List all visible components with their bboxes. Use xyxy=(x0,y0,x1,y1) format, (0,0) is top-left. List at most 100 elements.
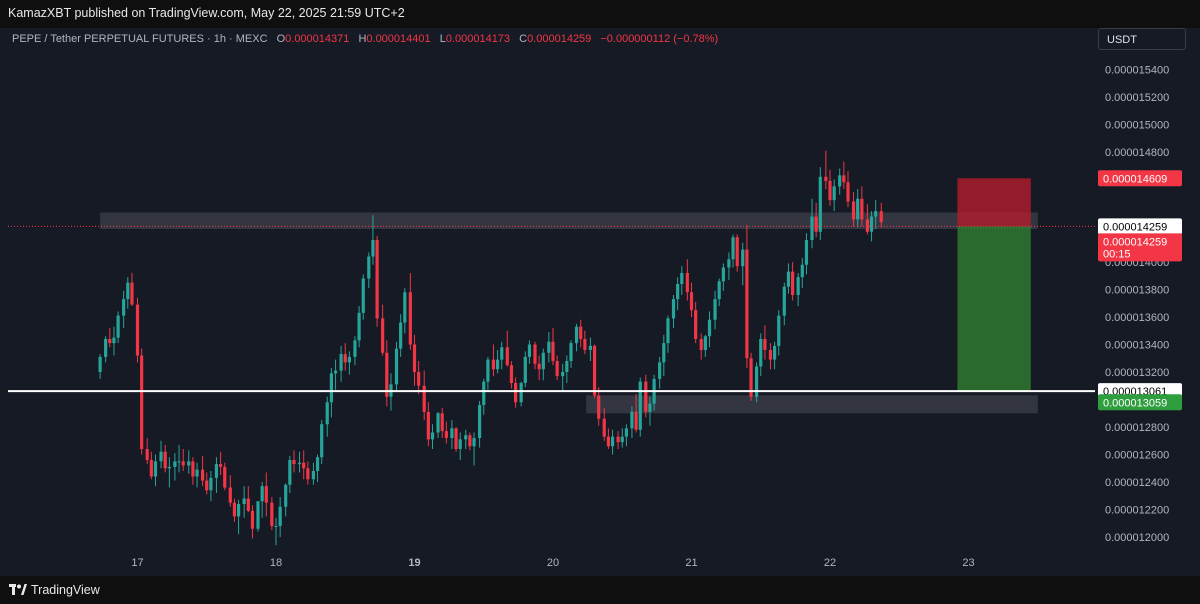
candle-body xyxy=(260,486,264,502)
candle-body xyxy=(860,198,864,220)
candle-body xyxy=(454,428,458,449)
candle-body xyxy=(537,363,541,370)
price-tag-box xyxy=(1098,233,1182,262)
candle-body xyxy=(768,350,773,360)
y-tick-label: 0.000015000 xyxy=(1105,120,1169,132)
candle-body xyxy=(500,347,504,360)
y-tick-label: 0.000012600 xyxy=(1105,450,1169,462)
stop-loss-zone xyxy=(957,178,1031,227)
price-change: −0.000000112 (−0.78%) xyxy=(600,33,719,45)
price-tag-text: 0.000013059 xyxy=(1103,397,1167,409)
candle-body xyxy=(228,487,232,503)
candle-body xyxy=(759,339,763,367)
candle-body xyxy=(167,466,171,469)
x-tick-label: 21 xyxy=(685,557,697,569)
candle-body xyxy=(315,457,320,471)
candle-body xyxy=(181,461,185,466)
candle-body xyxy=(583,339,587,350)
candle-body xyxy=(610,436,615,447)
candle-body xyxy=(648,403,652,412)
candle-body xyxy=(329,373,333,403)
candle-body xyxy=(135,304,140,356)
candle-body xyxy=(264,486,268,503)
candle-body xyxy=(422,385,426,412)
candle-body xyxy=(278,506,282,526)
support-zone xyxy=(586,395,1038,414)
candle-body xyxy=(491,359,496,370)
publish-header: KamazXBT published on TradingView.com, M… xyxy=(0,0,1200,28)
candle-body xyxy=(523,356,527,383)
candle-body xyxy=(311,471,315,480)
candle-body xyxy=(707,319,712,337)
candle-body xyxy=(417,372,421,386)
plot-area[interactable] xyxy=(8,150,1095,546)
candle-body xyxy=(195,469,199,477)
y-tick-label: 0.000013600 xyxy=(1105,312,1169,324)
candle-body xyxy=(173,461,177,467)
candle-body xyxy=(569,343,573,361)
y-tick-label: 0.000012000 xyxy=(1105,532,1169,544)
low-label: L xyxy=(439,33,446,45)
price-tag-box xyxy=(1098,170,1182,187)
candle-body xyxy=(814,216,818,232)
candle-body xyxy=(436,413,440,433)
high-label: H xyxy=(358,33,367,45)
candle-body xyxy=(824,176,828,181)
symbol-name: PEPE / Tether PERPETUAL FUTURES · 1h · M… xyxy=(12,33,268,45)
candle-body xyxy=(353,340,357,357)
candle-body xyxy=(689,292,694,311)
candle-body xyxy=(347,356,352,363)
candle-body xyxy=(288,460,292,485)
candle-body xyxy=(694,310,698,339)
candle-body xyxy=(375,240,379,319)
candle-body xyxy=(777,315,781,346)
candle-body xyxy=(662,343,666,363)
candle-body xyxy=(464,435,468,440)
candle-body xyxy=(371,240,375,257)
currency-selector-button[interactable]: USDT xyxy=(1098,28,1186,50)
candle-body xyxy=(658,362,662,379)
candle-body xyxy=(527,344,532,357)
candle-body xyxy=(754,366,759,397)
y-tick-label: 0.000013800 xyxy=(1105,285,1169,297)
y-tick-label: 0.000014800 xyxy=(1105,147,1169,159)
symbol-legend: PEPE / Tether PERPETUAL FUTURES · 1h · M… xyxy=(12,33,718,45)
candle-body xyxy=(717,281,721,300)
y-tick-label: 0.000012400 xyxy=(1105,477,1169,489)
candle-body xyxy=(214,464,219,478)
y-tick-label: 0.000013200 xyxy=(1105,367,1169,379)
candle-body xyxy=(408,292,412,345)
candle-body xyxy=(630,411,634,429)
candle-body xyxy=(250,510,255,529)
candle-body xyxy=(320,424,324,458)
candle-body xyxy=(869,216,874,232)
candle-body xyxy=(800,264,804,278)
candle-body xyxy=(574,326,579,344)
y-tick-label: 0.000012200 xyxy=(1105,505,1169,517)
x-tick-label: 22 xyxy=(824,557,836,569)
candle-body xyxy=(731,237,735,260)
open-label: O xyxy=(276,33,286,45)
candle-body xyxy=(551,341,555,361)
candle-body xyxy=(191,461,195,477)
candle-body xyxy=(361,278,365,313)
candle-body xyxy=(804,240,809,265)
candle-body xyxy=(842,175,846,183)
candle-body xyxy=(333,370,338,374)
candle-body xyxy=(430,432,435,440)
candle-body xyxy=(592,345,597,396)
candle-body xyxy=(597,395,601,419)
candle-body xyxy=(745,249,749,359)
candle-body xyxy=(634,411,638,430)
candle-body xyxy=(163,451,167,469)
price-tag: 0.000013059 xyxy=(1098,394,1182,411)
candle-body xyxy=(297,462,302,465)
price-tag-text: 0.000014609 xyxy=(1103,173,1167,185)
candle-body xyxy=(838,175,842,187)
candle-body xyxy=(108,339,112,344)
candle-body xyxy=(187,461,191,466)
candle-body xyxy=(832,186,836,201)
price-tag-box xyxy=(1098,218,1182,235)
candle-body xyxy=(177,461,181,463)
